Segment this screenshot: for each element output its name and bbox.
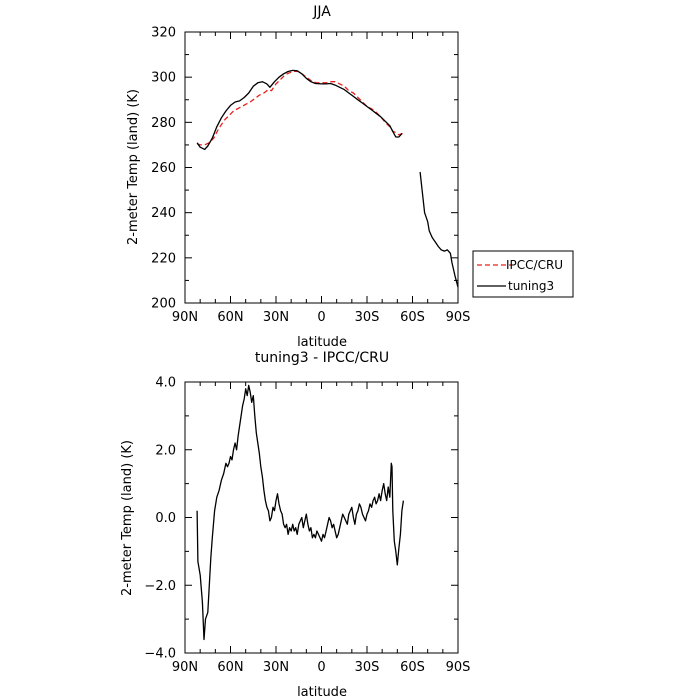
legend-label-tuning3: tuning3 [508,279,554,293]
bottom-panel-xlabel: latitude [297,685,347,700]
top-x-tick-label: 0 [317,310,325,325]
top-x-tick-label: 30N [263,310,289,325]
legend-box [472,250,574,298]
top-y-tick-label: 240 [151,206,176,221]
top-x-tick-label: 30S [355,310,380,325]
bottom-series-line-difference [196,384,405,641]
bottom-x-tick-label: 30N [263,660,289,675]
top-series-line-tuning3 [196,69,403,151]
bottom-plot-frame [184,381,459,654]
bottom-y-tick-label: −2.0 [144,579,176,594]
bottom-x-tick-label: 90N [172,660,198,675]
top-plot-frame [184,31,459,304]
bottom-x-tick-label: 60N [217,660,243,675]
top-x-tick-label: 90N [172,310,198,325]
top-y-tick-label: 260 [151,161,176,176]
top-panel-ylabel: 2-meter Temp (land) (K) [126,89,141,245]
bottom-panel: tuning3 - IPCC/CRU latitude 2-meter Temp… [120,350,470,700]
bottom-panel-ylabel: 2-meter Temp (land) (K) [120,440,135,596]
bottom-y-tick-label: 2.0 [155,443,176,458]
bottom-x-tick-label: 0 [317,660,325,675]
top-y-tick-label: 220 [151,251,176,266]
legend-label-ipcc-cru: IPCC/CRU [506,258,563,272]
top-x-tick-label: 60S [400,310,425,325]
top-panel: JJA latitude 2-meter Temp (land) (K) 90N… [126,4,470,350]
top-y-tick-label: 320 [151,26,176,41]
top-y-tick-label: 300 [151,71,176,86]
bottom-panel-title: tuning3 - IPCC/CRU [255,350,389,366]
bottom-x-tick-label: 30S [355,660,380,675]
top-y-tick-label: 200 [151,297,176,312]
bottom-x-tick-label: 90S [446,660,471,675]
bottom-y-tick-label: 0.0 [155,511,176,526]
top-y-tick-label: 280 [151,116,176,131]
top-series-line-tuning3 [419,171,459,288]
bottom-y-tick-label: 4.0 [155,376,176,391]
top-x-tick-label: 90S [446,310,471,325]
top-panel-xlabel: latitude [297,335,347,350]
top-x-tick-label: 60N [217,310,243,325]
legend: IPCC/CRU tuning3 [472,250,574,298]
top-series-line-ipcc-cru [196,70,406,146]
top-panel-title: JJA [312,4,331,20]
bottom-x-tick-label: 60S [400,660,425,675]
bottom-y-tick-label: −4.0 [144,647,176,662]
